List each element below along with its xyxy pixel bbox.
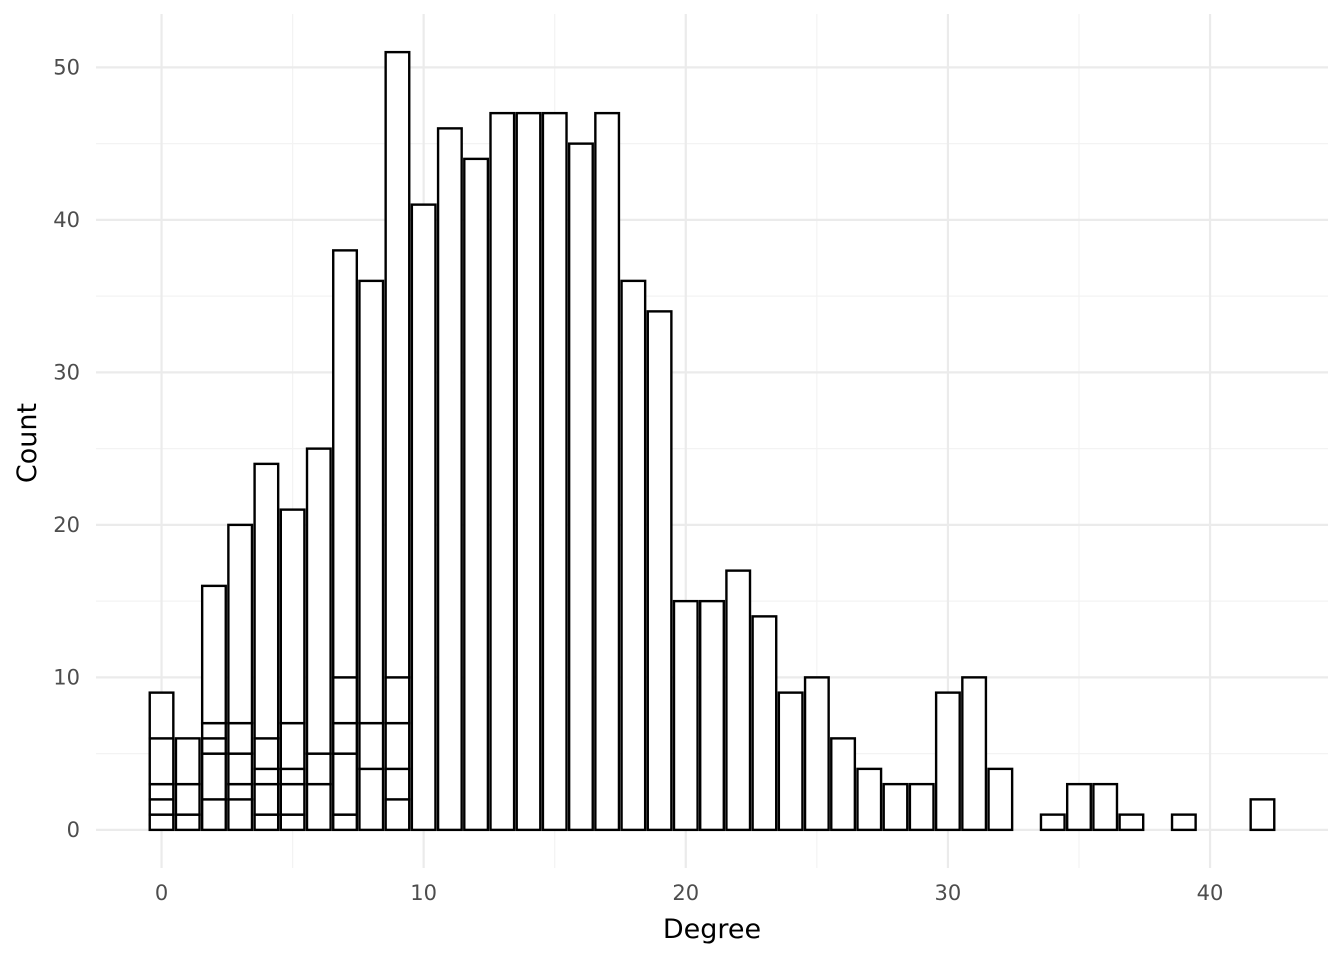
histogram-bar-segment <box>751 615 778 832</box>
histogram-bar-segment <box>253 767 280 786</box>
histogram-bar-segment <box>253 462 280 740</box>
x-tick-label: 20 <box>672 881 699 905</box>
histogram-bar-segment <box>1065 782 1092 832</box>
histogram-bar-segment <box>174 813 201 832</box>
histogram-bar-segment <box>594 111 621 832</box>
y-tick-label: 50 <box>53 55 80 79</box>
histogram-bar-segment <box>725 569 752 832</box>
histogram-bar-segment <box>253 813 280 832</box>
histogram-bar-segment <box>384 50 411 679</box>
histogram-bar-segment <box>305 752 332 786</box>
histogram-bar-segment <box>934 691 961 832</box>
histogram-bar-segment <box>567 142 594 832</box>
histogram-bar-segment <box>830 737 857 832</box>
y-tick-label: 10 <box>53 665 80 689</box>
histogram-bar-segment <box>148 782 175 801</box>
histogram-bar-segment <box>227 798 254 832</box>
histogram-bar-segment <box>882 782 909 832</box>
histogram-bar-segment <box>305 447 332 755</box>
histogram-bar-segment <box>384 676 411 725</box>
histogram-bar-segment <box>358 279 385 725</box>
histogram-bar-segment <box>200 737 227 755</box>
histogram-bar-segment <box>803 676 830 832</box>
histogram-bar-segment <box>358 767 385 832</box>
y-tick-label: 40 <box>53 208 80 232</box>
histogram-bar-segment <box>777 691 804 832</box>
histogram-bar-segment <box>253 737 280 771</box>
y-tick-label: 20 <box>53 513 80 537</box>
histogram-bar-segment <box>332 752 359 816</box>
histogram-bar-segment <box>332 676 359 725</box>
y-axis-ticks: 0 10 20 30 40 50 <box>53 55 80 842</box>
histogram-bar-segment <box>1249 798 1276 832</box>
histogram-bar-segment <box>279 813 306 832</box>
histogram-bar-segment <box>148 737 175 786</box>
histogram-bar-segment <box>489 111 516 832</box>
histogram-bar-segment <box>908 782 935 832</box>
y-tick-label: 0 <box>67 818 80 842</box>
histogram-bar-segment <box>227 782 254 801</box>
histogram-bar-segment <box>436 127 463 832</box>
histogram-bar-segment <box>279 721 306 771</box>
histogram-bar-segment <box>200 721 227 740</box>
y-axis-title: Count <box>12 403 43 483</box>
histogram-bar-segment <box>961 676 988 832</box>
histogram-bar-segment <box>148 798 175 816</box>
histogram-bar-segment <box>279 508 306 725</box>
histogram-bar-segment <box>410 203 437 832</box>
histogram-bar-segment <box>384 721 411 771</box>
histogram-bar-segment <box>174 737 201 786</box>
histogram-bar-segment <box>332 249 359 679</box>
histogram-bar-segment <box>358 721 385 771</box>
histogram-bar-segment <box>227 721 254 755</box>
histogram-bar-segment <box>279 782 306 816</box>
histogram-bar-segment <box>541 111 568 832</box>
x-tick-label: 30 <box>935 881 962 905</box>
histogram-bar-segment <box>148 691 175 740</box>
histogram-bar-segment <box>279 767 306 786</box>
histogram-bar-segment <box>227 752 254 786</box>
histogram-bar-segment <box>620 279 647 832</box>
histogram-bar-segment <box>672 599 699 832</box>
histogram-bar-segment <box>987 767 1014 832</box>
histogram-bar-segment <box>699 599 725 832</box>
x-tick-label: 40 <box>1197 881 1224 905</box>
histogram-bar-segment <box>148 813 175 832</box>
histogram-bar-segment <box>1092 782 1119 832</box>
histogram-bar-segment <box>174 782 201 816</box>
histogram-bar-segment <box>305 782 332 832</box>
y-tick-label: 30 <box>53 360 80 384</box>
histogram-bar-segment <box>200 584 227 725</box>
histogram-bar-segment <box>1170 813 1197 832</box>
histogram-bar-segment <box>227 523 254 725</box>
histogram-bar-segment <box>463 157 490 832</box>
histogram-bar-segment <box>384 798 411 832</box>
x-tick-label: 10 <box>410 881 437 905</box>
histogram-bar-segment <box>646 310 673 832</box>
x-axis-ticks: 0 10 20 30 40 <box>155 881 1224 905</box>
bars <box>148 50 1276 832</box>
histogram-bar-segment <box>332 721 359 755</box>
x-axis-title: Degree <box>663 914 761 945</box>
histogram-bar-segment <box>1039 813 1066 832</box>
histogram-bar-segment <box>515 111 542 832</box>
histogram-bar-segment <box>384 767 411 801</box>
histogram-bar-segment <box>332 813 359 832</box>
histogram-bar-segment <box>200 752 227 801</box>
histogram-bar-segment <box>856 767 883 832</box>
x-tick-label: 0 <box>155 881 168 905</box>
histogram-bar-segment <box>1118 813 1145 832</box>
histogram-bar-segment <box>253 782 280 816</box>
histogram-bar-segment <box>200 798 227 832</box>
